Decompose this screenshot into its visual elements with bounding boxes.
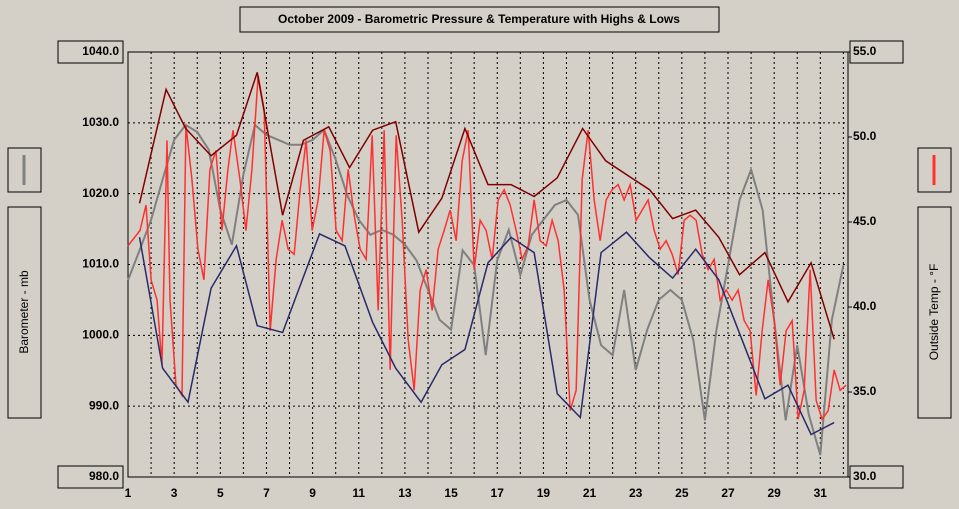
- y-tick-label: 1030.0: [82, 115, 119, 129]
- y-label-box: [7, 206, 42, 419]
- x-tick-label: 13: [398, 486, 412, 500]
- x-tick-label: 25: [675, 486, 689, 500]
- y-tick-label: 990.0: [89, 398, 119, 412]
- series-line: [127, 75, 847, 421]
- y-tick-label: 1010.0: [82, 257, 119, 271]
- x-tick-label: 17: [491, 486, 505, 500]
- y-tick-label: 980.0: [89, 469, 119, 483]
- x-tick-label: 21: [583, 486, 597, 500]
- y-tick-label: 1040.0: [82, 44, 119, 58]
- y2-tick-label: 45.0: [853, 214, 877, 228]
- x-tick-label: 5: [217, 486, 224, 500]
- y-tick-label: 1000.0: [82, 328, 119, 342]
- series-line: [138, 72, 835, 340]
- y2-tick-label: 35.0: [853, 384, 877, 398]
- x-tick-label: 9: [309, 486, 316, 500]
- title-box: [239, 6, 720, 33]
- y-axis-label: Barometer - mb: [17, 270, 31, 354]
- chart-title: October 2009 - Barometric Pressure & Tem…: [278, 12, 680, 26]
- tick-box: [57, 465, 124, 489]
- y-tick-label: 1020.0: [82, 186, 119, 200]
- x-tick-label: 27: [721, 486, 735, 500]
- y2-tick-label: 40.0: [853, 299, 877, 313]
- x-tick-label: 31: [814, 486, 828, 500]
- x-tick-label: 15: [444, 486, 458, 500]
- y2-label-box: [917, 206, 952, 419]
- tick-box: [849, 465, 904, 489]
- y2-tick-label: 55.0: [853, 44, 877, 58]
- x-tick-label: 1: [125, 486, 132, 500]
- x-tick-label: 3: [171, 486, 178, 500]
- x-tick-label: 29: [767, 486, 781, 500]
- series-line: [138, 231, 835, 436]
- x-tick-label: 7: [263, 486, 270, 500]
- series-line: [127, 123, 845, 456]
- x-tick-label: 19: [537, 486, 551, 500]
- tick-box: [849, 40, 904, 64]
- y2-axis-label: Outside Temp - °F: [927, 264, 941, 361]
- y2-tick-label: 30.0: [853, 469, 877, 483]
- x-tick-label: 11: [352, 486, 365, 500]
- y2-tick-label: 50.0: [853, 129, 877, 143]
- tick-box: [57, 40, 124, 64]
- x-tick-label: 23: [629, 486, 643, 500]
